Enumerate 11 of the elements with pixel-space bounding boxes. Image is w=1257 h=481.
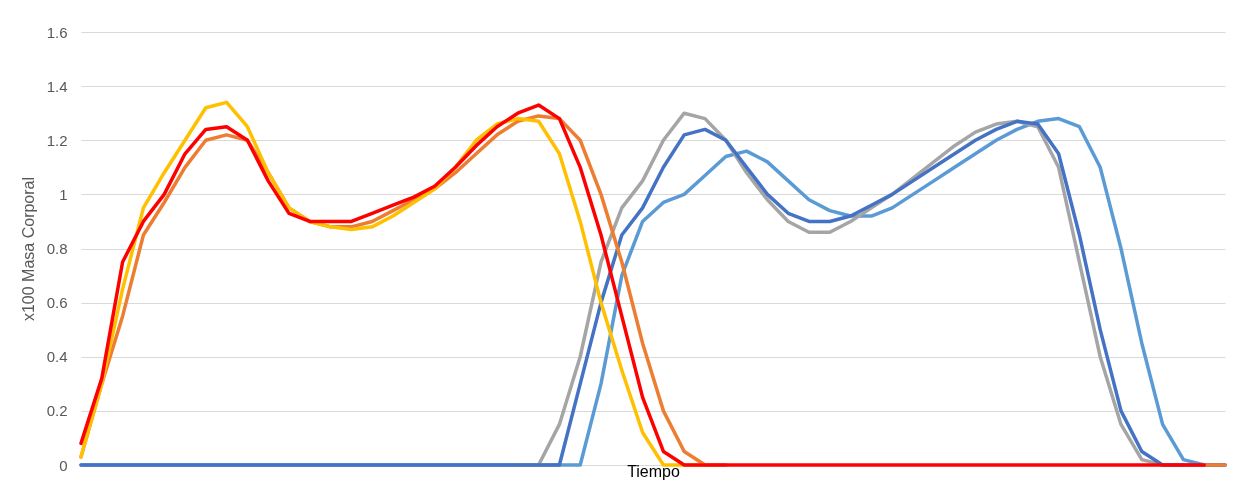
y-tick-label: 0.8 bbox=[46, 240, 68, 257]
x-axis-title: Tiempo bbox=[627, 462, 680, 480]
y-tick-label: 1 bbox=[59, 185, 68, 203]
y-tick-label: 1.6 bbox=[46, 23, 68, 41]
y-tick-label: 0.4 bbox=[46, 348, 68, 366]
y-tick-label: 0.6 bbox=[46, 294, 68, 312]
y-tick-label: 0.2 bbox=[46, 402, 68, 420]
y-tick-label: 1.4 bbox=[46, 77, 68, 95]
y-tick-label: 1.2 bbox=[46, 131, 68, 149]
y-tick-label: 0 bbox=[59, 456, 68, 474]
y-axis-title: x100 Masa Corporal bbox=[19, 176, 37, 322]
